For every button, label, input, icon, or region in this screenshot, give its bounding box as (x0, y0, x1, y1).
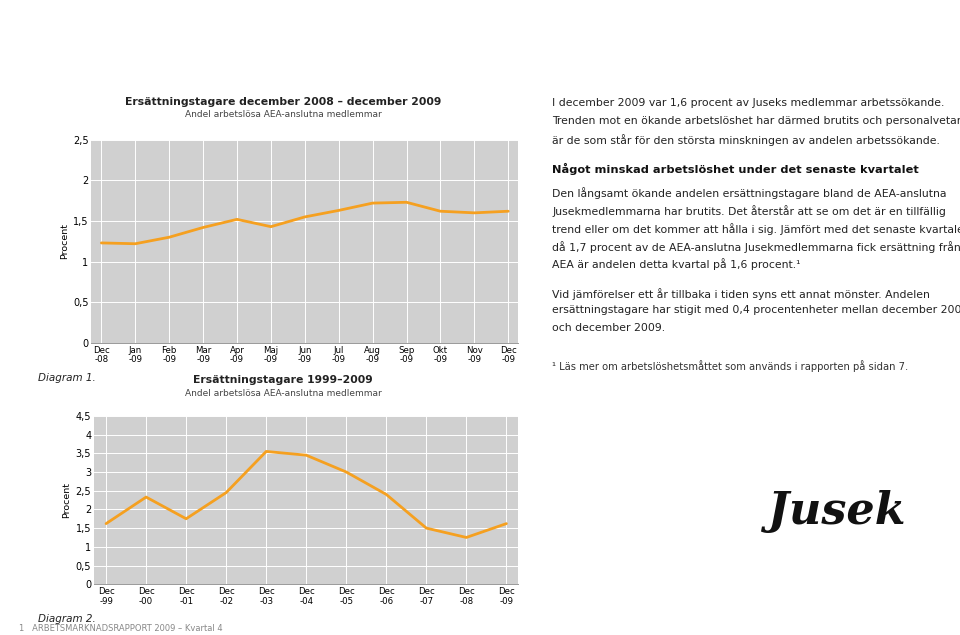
Text: trend eller om det kommer att hålla i sig. Jämfört med det senaste kvartalet: trend eller om det kommer att hålla i si… (552, 223, 960, 235)
Text: då 1,7 procent av de AEA-anslutna Jusekmedlemmarna fick ersättning från: då 1,7 procent av de AEA-anslutna Jusekm… (552, 241, 960, 253)
Text: 1   ARBETSMARKNADSRAPPORT 2009 – Kvartal 4: 1 ARBETSMARKNADSRAPPORT 2009 – Kvartal 4 (19, 624, 223, 632)
Text: ersättningstagare har stigit med 0,4 procentenheter mellan december 2008: ersättningstagare har stigit med 0,4 pro… (552, 305, 960, 316)
Text: Trenden mot en ökande arbetslöshet har därmed brutits och personalvetarna: Trenden mot en ökande arbetslöshet har d… (552, 116, 960, 126)
Text: Ersättningstagare december 2008 – december 2009: Ersättningstagare december 2008 – decemb… (125, 97, 442, 107)
Text: Kvartal 4 2009: Kvartal 4 2009 (821, 29, 936, 43)
Text: och december 2009.: och december 2009. (552, 323, 665, 333)
Text: I december 2009 var 1,6 procent av Juseks medlemmar arbetssökande.: I december 2009 var 1,6 procent av Jusek… (552, 98, 945, 109)
Text: är de som står för den största minskningen av andelen arbetssökande.: är de som står för den största minskning… (552, 134, 940, 146)
Text: AEA är andelen detta kvartal på 1,6 procent.¹: AEA är andelen detta kvartal på 1,6 proc… (552, 258, 801, 271)
Y-axis label: Procent: Procent (60, 224, 68, 259)
Text: Den långsamt ökande andelen ersättningstagare bland de AEA-anslutna: Den långsamt ökande andelen ersättningst… (552, 187, 947, 199)
Text: Vid jämförelser ett år tillbaka i tiden syns ett annat mönster. Andelen: Vid jämförelser ett år tillbaka i tiden … (552, 288, 930, 300)
Text: Andel arbetslösa AEA-anslutna medlemmar: Andel arbetslösa AEA-anslutna medlemmar (185, 110, 381, 119)
Text: Jusek: Jusek (768, 490, 905, 533)
Text: Diagram 1.: Diagram 1. (38, 373, 96, 383)
Text: Jusekmedlemmarna har brutits. Det återstår att se om det är en tillfällig: Jusekmedlemmarna har brutits. Det återst… (552, 205, 946, 217)
Text: Andel arbetslösa AEA-anslutna medlemmar: Andel arbetslösa AEA-anslutna medlemmar (185, 389, 381, 398)
Text: Arbetsmarknadsrapport 2009: Arbetsmarknadsrapport 2009 (24, 20, 506, 51)
Text: Något minskad arbetslöshet under det senaste kvartalet: Något minskad arbetslöshet under det sen… (552, 163, 919, 175)
Text: ¹ Läs mer om arbetslöshetsmåttet som används i rapporten på sidan 7.: ¹ Läs mer om arbetslöshetsmåttet som anv… (552, 360, 908, 372)
Y-axis label: Procent: Procent (62, 482, 71, 518)
Text: Diagram 2.: Diagram 2. (38, 614, 96, 624)
Text: Ersättningstagare 1999–2009: Ersättningstagare 1999–2009 (193, 375, 373, 385)
